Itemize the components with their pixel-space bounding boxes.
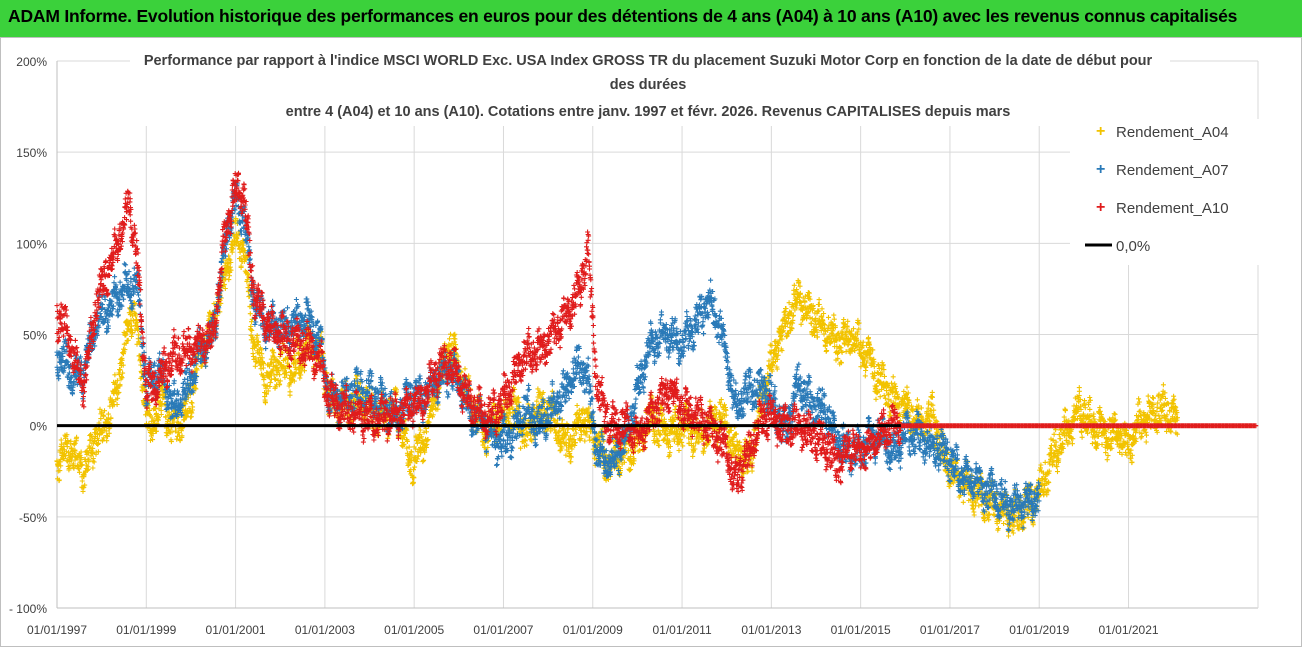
x-tick-label: 01/01/2015 [831,623,891,637]
y-tick-label: 150% [16,146,47,160]
x-tick-label: 01/01/2011 [652,623,711,637]
x-tick-label: 01/01/2003 [295,623,355,637]
report-title: ADAM Informe. Evolution historique des p… [8,6,1238,26]
x-tick-label: 01/01/2007 [473,623,533,637]
series-a10-markers [54,170,903,495]
chart-title-line-1: Performance par rapport à l'indice MSCI … [144,53,1153,69]
y-axis: - 100% -50% 0% 50% 100% 150% 200% [9,55,47,616]
y-tick-label: 100% [16,237,47,251]
x-tick-label: 01/01/2009 [563,623,623,637]
y-tick-label: 200% [16,55,47,69]
legend: + Rendement_A04 + Rendement_A07 + Rendem… [1070,119,1270,265]
chart-title-bg [130,46,1170,126]
x-tick-label: 01/01/2019 [1009,623,1069,637]
report-banner: ADAM Informe. Evolution historique des p… [0,0,1302,38]
x-tick-label: 01/01/2017 [920,623,980,637]
chart-title: Performance par rapport à l'indice MSCI … [130,46,1170,126]
x-axis: 01/01/1997 01/01/1999 01/01/2001 01/01/2003… [27,623,1159,637]
x-tick-label: 01/01/1999 [116,623,176,637]
x-tick-label: 01/01/2001 [206,623,266,637]
legend-label-a07: Rendement_A07 [1116,162,1229,179]
performance-chart: - 100%-50%0%50%100%150%200% 01/01/1997 01… [0,37,1302,647]
x-tick-label: 01/01/1997 [27,623,87,637]
legend-label-a10: Rendement_A10 [1116,200,1229,217]
y-tick-label: -50% [19,511,47,525]
chart-title-line-3: entre 4 (A04) et 10 ans (A10). Cotations… [286,104,1011,120]
x-tick-label: 01/01/2013 [741,623,801,637]
legend-label-a04: Rendement_A04 [1116,124,1229,141]
legend-marker-a10: + [1096,199,1105,216]
y-tick-label: 0% [30,420,48,434]
y-tick-label: 50% [23,329,47,343]
legend-label-zero: 0,0% [1116,238,1150,255]
plot-area [54,170,1259,539]
legend-marker-a04: + [1096,123,1105,140]
y-tick-label: - 100% [9,602,47,616]
x-tick-label: 01/01/2005 [384,623,444,637]
legend-bg [1070,119,1270,265]
chart-title-line-2: des durées [610,77,687,93]
x-tick-label: 01/01/2021 [1098,623,1158,637]
series-a10 [54,170,1259,495]
legend-marker-a07: + [1096,161,1105,178]
